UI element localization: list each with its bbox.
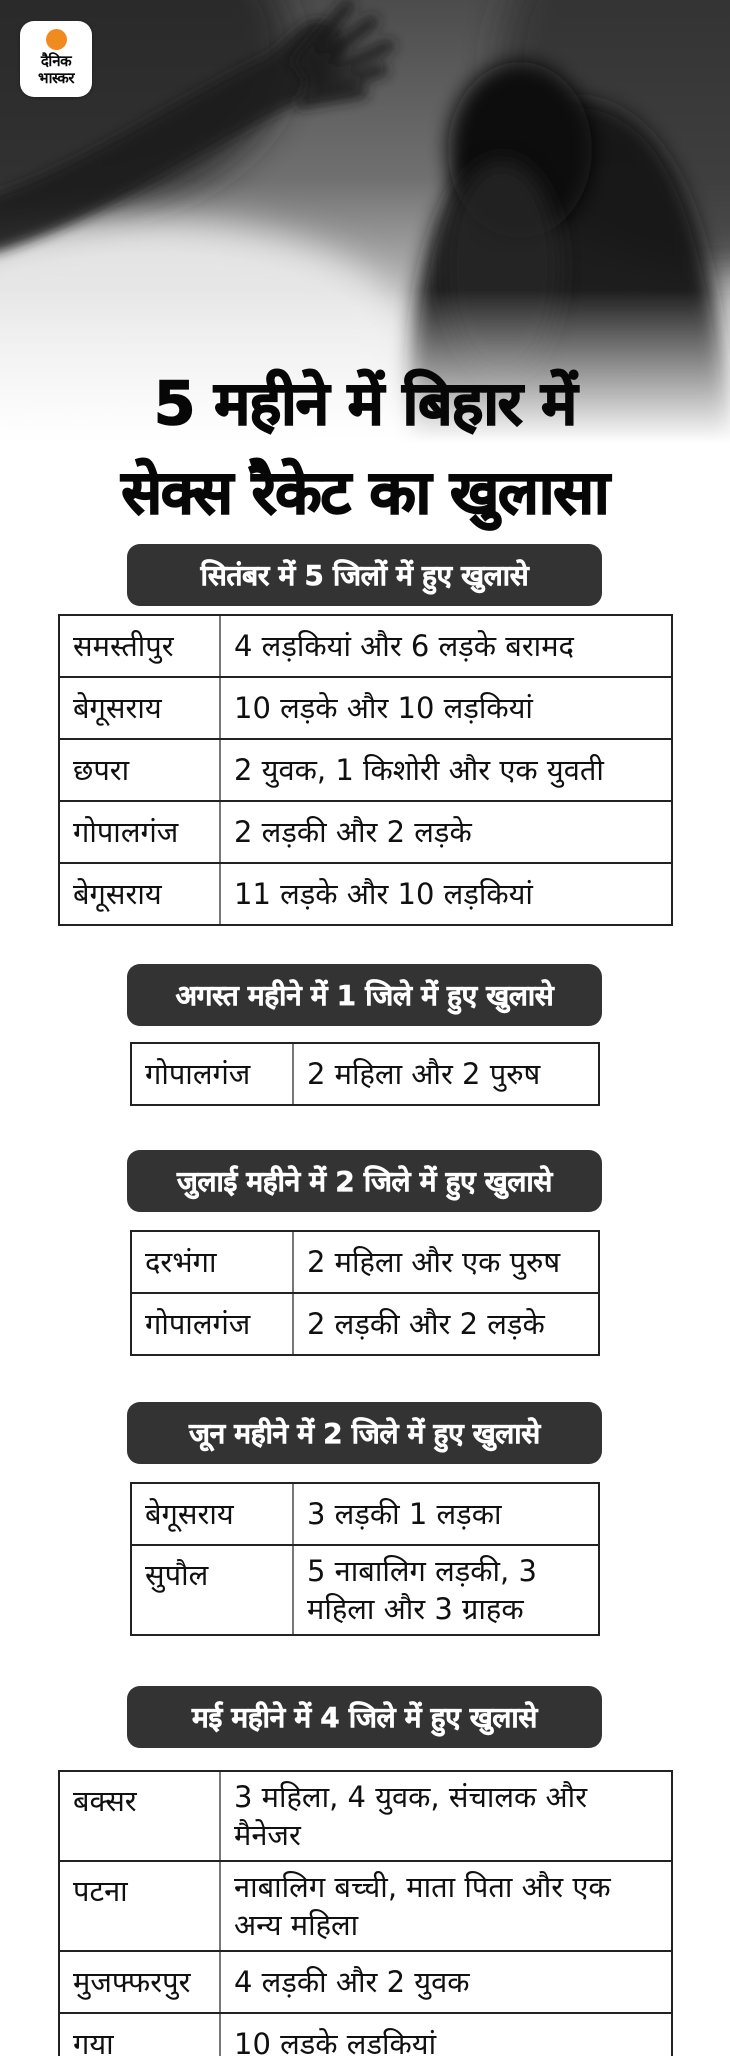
district-cell: सुपौल bbox=[132, 1546, 294, 1634]
district-cell: पटना bbox=[60, 1862, 221, 1950]
detail-cell: 2 महिला और 2 पुरुष bbox=[307, 1057, 541, 1091]
district-cell: गया bbox=[60, 2014, 221, 2056]
district-cell: समस्तीपुर bbox=[60, 616, 221, 676]
section-header-june: जून महीने में 2 जिले में हुए खुलासे bbox=[127, 1402, 602, 1464]
detail-cell: 11 लड़के और 10 लड़कियां bbox=[234, 877, 533, 911]
table-row: गोपालगंज 2 लड़की और 2 लड़के bbox=[60, 800, 671, 862]
headline: 5 महीने में बिहार में सेक्स रैकेट का खुल… bbox=[0, 360, 730, 538]
stats-table-august: गोपालगंज 2 महिला और 2 पुरुष bbox=[130, 1042, 600, 1106]
headline-line1: 5 महीने में बिहार में bbox=[153, 368, 578, 440]
table-row: गया 10 लड़के लड़कियां bbox=[60, 2012, 671, 2056]
reaching-hand-shape bbox=[0, 0, 395, 251]
detail-cell: 3 महिला, 4 युवक, संचालक और मैनेजर bbox=[234, 1780, 588, 1852]
stats-table-september: समस्तीपुर 4 लड़कियां और 6 लड़के बरामद बे… bbox=[58, 614, 673, 926]
table-row: समस्तीपुर 4 लड़कियां और 6 लड़के बरामद bbox=[60, 616, 671, 676]
table-row: सुपौल 5 नाबालिग लड़की, 3 महिला और 3 ग्रा… bbox=[132, 1544, 598, 1634]
detail-cell: 2 लड़की और 2 लड़के bbox=[307, 1307, 545, 1341]
brand-logo: दैनिक भास्कर bbox=[20, 21, 92, 97]
district-cell: बेगूसराय bbox=[132, 1484, 294, 1544]
detail-cell: 2 युवक, 1 किशोरी और एक युवती bbox=[234, 753, 604, 787]
section-header-september: सितंबर में 5 जिलों में हुए खुलासे bbox=[127, 544, 602, 606]
district-cell: छपरा bbox=[60, 740, 221, 800]
stats-table-june: बेगूसराय 3 लड़की 1 लड़का सुपौल 5 नाबालिग… bbox=[130, 1482, 600, 1636]
brand-name-line1: दैनिक bbox=[40, 52, 72, 70]
hero-photo bbox=[0, 0, 730, 470]
stats-table-may: बक्सर 3 महिला, 4 युवक, संचालक और मैनेजर … bbox=[58, 1770, 673, 2056]
district-cell: बेगूसराय bbox=[60, 864, 221, 924]
table-row: छपरा 2 युवक, 1 किशोरी और एक युवती bbox=[60, 738, 671, 800]
table-row: बेगूसराय 10 लड़के और 10 लड़कियां bbox=[60, 676, 671, 738]
district-cell: बक्सर bbox=[60, 1772, 221, 1860]
district-cell: मुजफ्फरपुर bbox=[60, 1952, 221, 2012]
district-cell: गोपालगंज bbox=[132, 1044, 294, 1104]
district-cell: दरभंगा bbox=[132, 1232, 294, 1292]
detail-cell: 3 लड़की 1 लड़का bbox=[307, 1497, 502, 1531]
brand-name-line2: भास्कर bbox=[38, 68, 74, 87]
district-cell: गोपालगंज bbox=[60, 802, 221, 862]
detail-cell: 2 लड़की और 2 लड़के bbox=[234, 815, 472, 849]
section-header-may: मई महीने में 4 जिले में हुए खुलासे bbox=[127, 1686, 602, 1748]
headline-line2: सेक्स रैकेट का खुलासा bbox=[121, 457, 611, 529]
district-cell: गोपालगंज bbox=[132, 1294, 294, 1354]
detail-cell: 2 महिला और एक पुरुष bbox=[307, 1245, 561, 1279]
table-row: गोपालगंज 2 महिला और 2 पुरुष bbox=[132, 1044, 598, 1104]
brand-sun-icon bbox=[45, 29, 67, 50]
table-row: गोपालगंज 2 लड़की और 2 लड़के bbox=[132, 1292, 598, 1354]
table-row: दरभंगा 2 महिला और एक पुरुष bbox=[132, 1232, 598, 1292]
section-header-july: जुलाई महीने में 2 जिले में हुए खुलासे bbox=[127, 1150, 602, 1212]
hero-section: दैनिक भास्कर 5 महीने में बिहार में सेक्स… bbox=[0, 0, 730, 540]
table-row: बेगूसराय 11 लड़के और 10 लड़कियां bbox=[60, 862, 671, 924]
table-row: बेगूसराय 3 लड़की 1 लड़का bbox=[132, 1484, 598, 1544]
table-row: बक्सर 3 महिला, 4 युवक, संचालक और मैनेजर bbox=[60, 1772, 671, 1860]
table-row: मुजफ्फरपुर 4 लड़की और 2 युवक bbox=[60, 1950, 671, 2012]
table-row: पटना नाबालिग बच्ची, माता पिता और एक अन्य… bbox=[60, 1860, 671, 1950]
detail-cell: 10 लड़के लड़कियां bbox=[234, 2027, 437, 2056]
detail-cell: नाबालिग बच्ची, माता पिता और एक अन्य महिल… bbox=[234, 1870, 611, 1942]
detail-cell: 10 लड़के और 10 लड़कियां bbox=[234, 691, 533, 725]
detail-cell: 5 नाबालिग लड़की, 3 महिला और 3 ग्राहक bbox=[307, 1554, 537, 1626]
section-header-august: अगस्त महीने में 1 जिले में हुए खुलासे bbox=[127, 964, 602, 1026]
detail-cell: 4 लड़कियां और 6 लड़के बरामद bbox=[234, 629, 574, 663]
stats-table-july: दरभंगा 2 महिला और एक पुरुष गोपालगंज 2 लड… bbox=[130, 1230, 600, 1356]
detail-cell: 4 लड़की और 2 युवक bbox=[234, 1965, 470, 1999]
district-cell: बेगूसराय bbox=[60, 678, 221, 738]
